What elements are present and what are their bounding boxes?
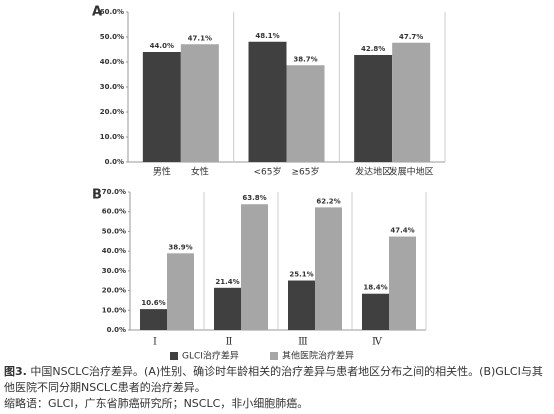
value-label: 38.9% bbox=[168, 243, 192, 251]
value-label: 21.4% bbox=[215, 278, 239, 286]
y-tick-label: 20.0% bbox=[100, 108, 124, 116]
legend-label: 其他医院治疗差异 bbox=[282, 350, 354, 362]
y-tick-label: 30.0% bbox=[102, 267, 126, 275]
bar bbox=[180, 44, 219, 162]
value-label: 47.1% bbox=[188, 34, 212, 42]
x-tick-label: Ⅲ bbox=[298, 337, 308, 348]
legend-swatch bbox=[170, 352, 178, 360]
bar bbox=[241, 204, 268, 330]
bar bbox=[167, 253, 194, 330]
bar bbox=[142, 52, 181, 162]
y-tick-label: 0.0% bbox=[105, 158, 124, 166]
y-tick-label: 40.0% bbox=[102, 247, 126, 255]
value-label: 38.7% bbox=[293, 55, 317, 63]
y-tick-label: 50.0% bbox=[100, 33, 124, 41]
x-tick-label: 女性 bbox=[191, 166, 209, 178]
panel-label: B bbox=[92, 188, 102, 203]
x-tick-label: Ⅳ bbox=[372, 337, 383, 348]
x-tick-label: ≥65岁 bbox=[292, 166, 320, 178]
caption-main: 图3. 中国NSCLC治疗差异。(A)性别、确诊时年龄相关的治疗差异与患者地区分… bbox=[4, 364, 552, 396]
bar bbox=[362, 293, 389, 330]
bar bbox=[315, 207, 342, 330]
x-tick-label: 发达地区 bbox=[355, 166, 391, 178]
bar bbox=[389, 236, 416, 330]
x-tick-label: Ⅰ bbox=[153, 337, 157, 348]
figure: A 0.0% 10.0% 20.0% 30.0% 40.0% 50.0% 60.0% 44.0%… bbox=[92, 5, 446, 362]
y-tick-label: 0.0% bbox=[107, 326, 126, 334]
x-tick-label: Ⅱ bbox=[226, 337, 233, 348]
y-tick-label: 50.0% bbox=[102, 227, 126, 235]
x-tick-label: 发展中地区 bbox=[389, 166, 434, 178]
legend-label: GLCI治疗差异 bbox=[182, 350, 239, 362]
caption-abbreviations: 缩略语：GLCI，广东省肺癌研究所；NSCLC，非小细胞肺癌。 bbox=[4, 397, 309, 410]
y-tick-label: 40.0% bbox=[100, 58, 124, 66]
y-tick-label: 10.0% bbox=[102, 306, 126, 314]
caption-text: 中国NSCLC治疗差异。(A)性别、确诊时年龄相关的治疗差异与患者地区分布之间的… bbox=[4, 365, 543, 394]
y-tick-label: 60.0% bbox=[102, 208, 126, 216]
y-tick-label: 10.0% bbox=[100, 133, 124, 141]
value-label: 18.4% bbox=[363, 284, 387, 292]
y-tick-label: 30.0% bbox=[100, 83, 124, 91]
value-label: 44.0% bbox=[150, 42, 174, 50]
bar bbox=[288, 280, 315, 330]
value-label: 25.1% bbox=[289, 271, 313, 279]
bar bbox=[286, 65, 325, 162]
value-label: 47.4% bbox=[390, 227, 414, 235]
bar bbox=[354, 55, 393, 162]
legend-swatch bbox=[270, 352, 278, 360]
caption-label: 图3. bbox=[4, 365, 27, 378]
value-label: 63.8% bbox=[242, 194, 266, 202]
bar bbox=[392, 42, 431, 162]
y-tick-label: 20.0% bbox=[102, 287, 126, 295]
y-tick-label: 60.0% bbox=[100, 8, 124, 16]
bar bbox=[248, 41, 287, 162]
bar bbox=[140, 309, 167, 330]
y-tick-label: 70.0% bbox=[102, 188, 126, 196]
value-label: 42.8% bbox=[361, 45, 385, 53]
value-label: 48.1% bbox=[255, 32, 279, 40]
bar bbox=[214, 287, 241, 330]
value-label: 62.2% bbox=[316, 197, 340, 205]
caption: 图3. 中国NSCLC治疗差异。(A)性别、确诊时年龄相关的治疗差异与患者地区分… bbox=[4, 364, 552, 412]
x-tick-label: 男性 bbox=[153, 166, 171, 178]
value-label: 47.7% bbox=[399, 33, 423, 41]
panel-label: A bbox=[92, 5, 102, 20]
value-label: 10.6% bbox=[141, 299, 165, 307]
x-tick-label: <65岁 bbox=[254, 166, 282, 178]
